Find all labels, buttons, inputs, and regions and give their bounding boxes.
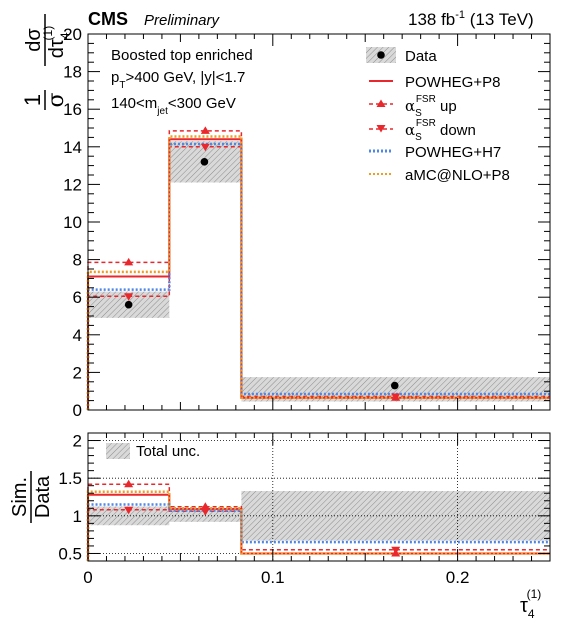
annotation-boosted: Boosted top enriched bbox=[111, 47, 253, 64]
series-marker bbox=[124, 506, 134, 515]
svg-text:Sim.: Sim. bbox=[9, 477, 31, 517]
x-tick-label: 0.1 bbox=[261, 568, 285, 587]
series-marker bbox=[391, 546, 401, 555]
y-tick-label: 20 bbox=[63, 25, 82, 44]
ratio-markers bbox=[124, 479, 401, 557]
series-marker bbox=[200, 143, 210, 152]
legend-fsr-up: αSFSR up bbox=[369, 94, 457, 119]
data-points bbox=[124, 158, 399, 390]
series-line bbox=[87, 146, 550, 410]
y-tick-label: 12 bbox=[63, 175, 82, 194]
series-marker bbox=[124, 479, 134, 488]
y-tick-label: 0.5 bbox=[58, 544, 82, 563]
svg-text:Data: Data bbox=[32, 475, 54, 518]
main-plot-panel: 0 2 4 6 8 10 12 14 16 18 20 bbox=[63, 25, 551, 420]
x-tick-label: 0.2 bbox=[446, 568, 470, 587]
svg-text:αSFSR down: αSFSR down bbox=[405, 118, 476, 143]
ylabel-frac-den: σ bbox=[44, 92, 69, 107]
ylabel-frac-num: 1 bbox=[20, 94, 45, 106]
svg-text:αSFSR up: αSFSR up bbox=[405, 94, 457, 119]
ratio-frame bbox=[87, 432, 551, 562]
ratio-y-ticks: 0.5 1 1.5 2 bbox=[58, 432, 550, 563]
svg-text:Total unc.: Total unc. bbox=[136, 443, 200, 460]
legend: Data POWHEG+P8 αSFSR up αSFSR down POWHE… bbox=[366, 47, 510, 184]
legend-powheg-h7: POWHEG+H7 bbox=[369, 144, 501, 161]
ratio-plot-panel: 0.5 1 1.5 2 0 0.1 0.2 bbox=[58, 432, 551, 587]
y-tick-label: 1.5 bbox=[58, 469, 82, 488]
series-marker bbox=[200, 126, 210, 134]
ratio-y-axis-label: Sim. Data bbox=[9, 471, 54, 523]
y-tick-label: 16 bbox=[63, 100, 82, 119]
y-tick-label: 10 bbox=[63, 213, 82, 232]
y-tick-label: 4 bbox=[73, 326, 82, 345]
y-tick-label: 18 bbox=[63, 63, 82, 82]
prediction-markers bbox=[124, 126, 401, 401]
uncertainty-band bbox=[241, 490, 550, 541]
ratio-legend: Total unc. bbox=[106, 443, 200, 460]
legend-powheg-p8: POWHEG+P8 bbox=[369, 74, 500, 91]
uncertainty-band bbox=[88, 506, 170, 526]
x-tick-label: 0 bbox=[83, 568, 92, 587]
series-marker bbox=[200, 508, 210, 516]
y-tick-label: 2 bbox=[73, 363, 82, 382]
legend-amc: aMC@NLO+P8 bbox=[369, 167, 510, 184]
preliminary-label: Preliminary bbox=[144, 12, 221, 29]
lumi-label: 138 fb-1 (13 TeV) bbox=[408, 9, 534, 29]
y-tick-label: 6 bbox=[73, 288, 82, 307]
cms-label: CMS bbox=[88, 9, 128, 29]
series-marker bbox=[200, 502, 210, 510]
x-axis-label: τ4(1) bbox=[520, 587, 541, 621]
data-point bbox=[200, 158, 209, 166]
series-marker bbox=[124, 257, 134, 266]
ylabel-dtau: dτ4(1) bbox=[41, 26, 72, 58]
data-point bbox=[390, 381, 399, 390]
y-tick-label: 0 bbox=[73, 401, 82, 420]
legend-data: Data bbox=[366, 47, 437, 65]
svg-text:POWHEG+H7: POWHEG+H7 bbox=[405, 144, 501, 161]
y-tick-label: 14 bbox=[63, 138, 82, 157]
y-tick-label: 1 bbox=[73, 507, 82, 526]
main-x-ticks bbox=[87, 34, 551, 410]
svg-text:aMC@NLO+P8: aMC@NLO+P8 bbox=[405, 167, 510, 184]
main-y-axis-label: 1 σ dσ dτ4(1) bbox=[20, 14, 72, 110]
main-y-ticks: 0 2 4 6 8 10 12 14 16 18 20 bbox=[63, 25, 550, 420]
legend-fsr-down: αSFSR down bbox=[369, 118, 476, 143]
ylabel-dsigma: dσ bbox=[23, 28, 45, 52]
series-marker bbox=[124, 293, 134, 301]
ratio-x-ticks: 0 0.1 0.2 bbox=[83, 433, 551, 587]
annotation-pt-cut: pT>400 GeV, |y|<1.7 bbox=[111, 69, 245, 91]
y-tick-label: 2 bbox=[73, 432, 82, 451]
y-tick-label: 8 bbox=[73, 251, 82, 270]
series-line bbox=[86, 135, 550, 410]
svg-text:Data: Data bbox=[405, 48, 437, 65]
annotation-mjet-cut: 140<mjet<300 GeV bbox=[111, 95, 236, 117]
svg-text:POWHEG+P8: POWHEG+P8 bbox=[405, 74, 500, 91]
data-point bbox=[124, 300, 133, 309]
series-marker bbox=[391, 393, 401, 401]
